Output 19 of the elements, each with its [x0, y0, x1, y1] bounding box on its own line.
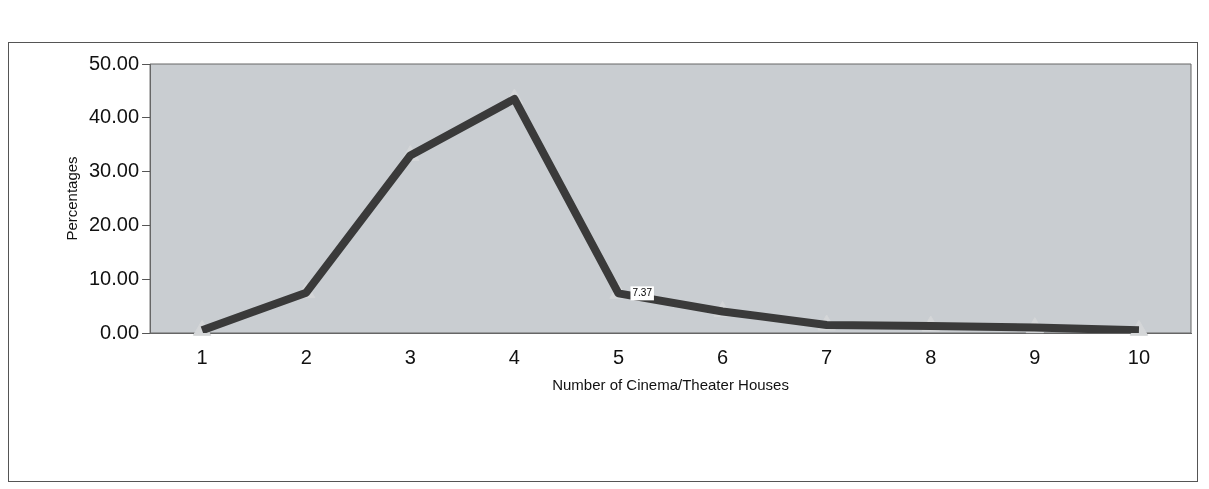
data-label: 7.37: [632, 287, 653, 299]
x-axis-title: Number of Cinema/Theater Houses: [552, 376, 789, 394]
x-tick-label: 9: [1029, 345, 1041, 368]
y-tick-label: 0.00: [100, 320, 140, 343]
x-tick-label: 8: [925, 345, 937, 368]
y-tick-label: 30.00: [88, 159, 140, 182]
x-tick-label: 1: [196, 345, 208, 368]
x-tick-label: 10: [1127, 345, 1151, 368]
x-tick-label: 5: [612, 345, 625, 368]
y-axis-title: Percentages: [63, 156, 81, 241]
x-tick-label: 2: [300, 345, 312, 368]
y-tick-label: 10.00: [88, 266, 140, 289]
x-tick-label: 3: [404, 345, 416, 368]
y-tick-label: 20.00: [88, 212, 140, 235]
x-tick-label: 7: [821, 345, 833, 368]
y-tick-label: 40.00: [88, 105, 140, 128]
x-tick-label: 6: [717, 345, 729, 368]
y-tick-label: 50.00: [88, 51, 140, 74]
x-tick-label: 4: [508, 345, 520, 368]
